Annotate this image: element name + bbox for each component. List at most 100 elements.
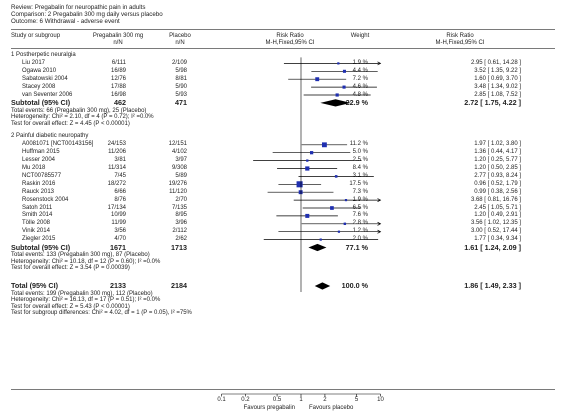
subgroup-note: Heterogeneity: Chi² = 10.18, df = 12 (P … <box>11 258 161 265</box>
study-rr-text: 2.85 [ 1.08, 7.52 ] <box>474 91 521 98</box>
study-control-events: 5/93 <box>175 91 187 98</box>
study-control-events: 12/151 <box>168 141 187 148</box>
study-treatment-events: 11/206 <box>108 149 126 156</box>
study-rr-text: 0.99 [ 0.38, 2.56 ] <box>474 188 521 195</box>
study-name: Sabatowski 2004 <box>22 75 68 82</box>
study-treatment-events: 17/88 <box>110 83 126 90</box>
study-ci-line-arrow-right <box>377 61 382 66</box>
x-tick-label: 1 <box>299 397 303 403</box>
subtotal-control-n: 1713 <box>171 242 187 252</box>
study-point-marker <box>305 166 310 171</box>
header-top-rule <box>11 29 555 30</box>
study-name: Ziegler 2015 <box>22 236 56 243</box>
study-treatment-events: 7/45 <box>114 172 126 179</box>
header-bottom-rule <box>11 48 555 49</box>
study-weight: 3.1 % <box>352 172 368 179</box>
study-name: van Seventer 2006 <box>22 91 73 98</box>
study-ci-line-arrow-right <box>377 229 382 234</box>
study-point-marker <box>298 190 303 195</box>
x-tick-label: 5 <box>354 397 359 403</box>
col-rr-plot-header: Risk Ratio <box>276 33 304 39</box>
study-treatment-events: 4/70 <box>114 236 126 243</box>
total-diamond <box>314 282 331 290</box>
study-weight: 2.5 % <box>352 157 368 164</box>
study-weight: 7.3 % <box>352 188 368 195</box>
study-control-events: 9/308 <box>171 165 187 171</box>
study-point-marker <box>337 230 341 233</box>
study-name: Smith 2014 <box>22 212 53 219</box>
study-ci-line-arrow-right <box>377 221 382 226</box>
study-name: Liu 2017 <box>22 59 46 66</box>
study-treatment-events: 11/314 <box>108 165 126 171</box>
study-name: Satoh 2011 <box>22 204 53 211</box>
subgroup-note: Test for overall effect: Z = 4.45 (P < 0… <box>11 120 130 127</box>
study-rr-text: 1.77 [ 0.34, 9.34 ] <box>474 236 521 243</box>
study-control-events: 5/98 <box>175 67 187 74</box>
study-control-events: 2/109 <box>171 59 187 66</box>
favours-left-label: Favours pregabalin <box>243 405 295 411</box>
study-control-events: 2/62 <box>175 236 187 243</box>
study-control-events: 3/96 <box>175 220 187 227</box>
study-treatment-events: 12/76 <box>110 75 126 82</box>
study-treatment-events: 8/76 <box>114 196 126 203</box>
study-point-marker <box>343 222 347 226</box>
total-note: Heterogeneity: Chi² = 16.13, df = 17 (P … <box>11 297 161 304</box>
total-treatment-n: 2133 <box>110 281 126 290</box>
study-name: Rauck 2013 <box>22 188 55 195</box>
subgroup-heading: 2 Painful diabetic neuropathy <box>11 133 89 140</box>
study-point-marker <box>330 206 334 210</box>
study-rr-text: 3.48 [ 1.34, 9.02 ] <box>474 83 521 90</box>
study-point-marker <box>319 238 322 241</box>
study-control-events: 3/97 <box>175 157 187 164</box>
study-control-events: 2/112 <box>172 228 187 235</box>
x-tick-label: 2 <box>323 397 327 403</box>
study-ci-line-arrow-right <box>377 198 382 203</box>
study-weight: 1.9 % <box>352 196 368 203</box>
study-treatment-events: 6/111 <box>111 59 126 66</box>
subtotal-diamond <box>320 99 351 107</box>
study-treatment-events: 17/134 <box>107 204 126 211</box>
total-label: Total (95% CI) <box>11 281 58 290</box>
study-point-marker <box>321 142 327 148</box>
study-rr-text: 3.52 [ 1.35, 9.22 ] <box>474 67 521 74</box>
study-control-events: 11/120 <box>169 188 187 195</box>
study-control-events: 8/81 <box>175 75 187 82</box>
study-point-marker <box>305 213 310 218</box>
study-treatment-events: 16/89 <box>110 67 126 74</box>
study-weight: 4.4 % <box>352 67 368 74</box>
study-control-events: 4/102 <box>171 149 187 156</box>
subtotal-diamond <box>308 243 327 252</box>
col-study-header: Study or subgroup <box>11 33 61 39</box>
col-rr-plot-sub: M-H,Fixed,95% CI <box>265 40 315 46</box>
subtotal-rr-text: 2.72 [ 1.75, 4.22 ] <box>464 97 521 107</box>
x-tick-label: 10 <box>377 397 384 403</box>
col-rr-text-sub: M-H,Fixed,95% CI <box>435 40 485 46</box>
study-rr-text: 1.97 [ 1.02, 3.80 ] <box>474 141 521 148</box>
study-point-marker <box>334 175 338 178</box>
review-title: Review: Pregabalin for neuropathic pain … <box>11 4 146 11</box>
total-control-n: 2184 <box>171 281 187 290</box>
study-point-marker <box>342 69 346 73</box>
study-name: NCT00785577 <box>22 172 62 179</box>
study-treatment-events: 10/99 <box>110 212 126 219</box>
study-control-events: 5/90 <box>175 83 187 90</box>
study-point-marker <box>342 85 346 89</box>
study-control-events: 19/276 <box>168 180 187 187</box>
study-treatment-events: 18/272 <box>107 180 126 187</box>
study-name: Ogawa 2010 <box>22 67 57 74</box>
study-name: Stacey 2008 <box>22 83 56 90</box>
study-rr-text: 2.77 [ 0.93, 8.24 ] <box>474 172 521 179</box>
study-control-events: 2/70 <box>175 196 187 203</box>
study-name: Raskin 2016 <box>22 180 56 187</box>
study-point-marker <box>344 199 348 202</box>
study-weight: 2.8 % <box>352 220 368 227</box>
study-treatment-events: 24/153 <box>107 141 126 148</box>
study-rr-text: 1.20 [ 0.25, 5.77 ] <box>474 157 521 164</box>
study-weight: 4.6 % <box>352 83 368 90</box>
study-rr-text: 2.45 [ 1.05, 5.71 ] <box>474 204 521 211</box>
study-rr-text: 1.36 [ 0.44, 4.17 ] <box>474 149 521 156</box>
study-name: Mu 2018 <box>22 165 46 171</box>
study-treatment-events: 3/56 <box>114 228 126 235</box>
study-weight: 4.8 % <box>352 91 368 98</box>
study-weight: 7.2 % <box>352 75 368 82</box>
